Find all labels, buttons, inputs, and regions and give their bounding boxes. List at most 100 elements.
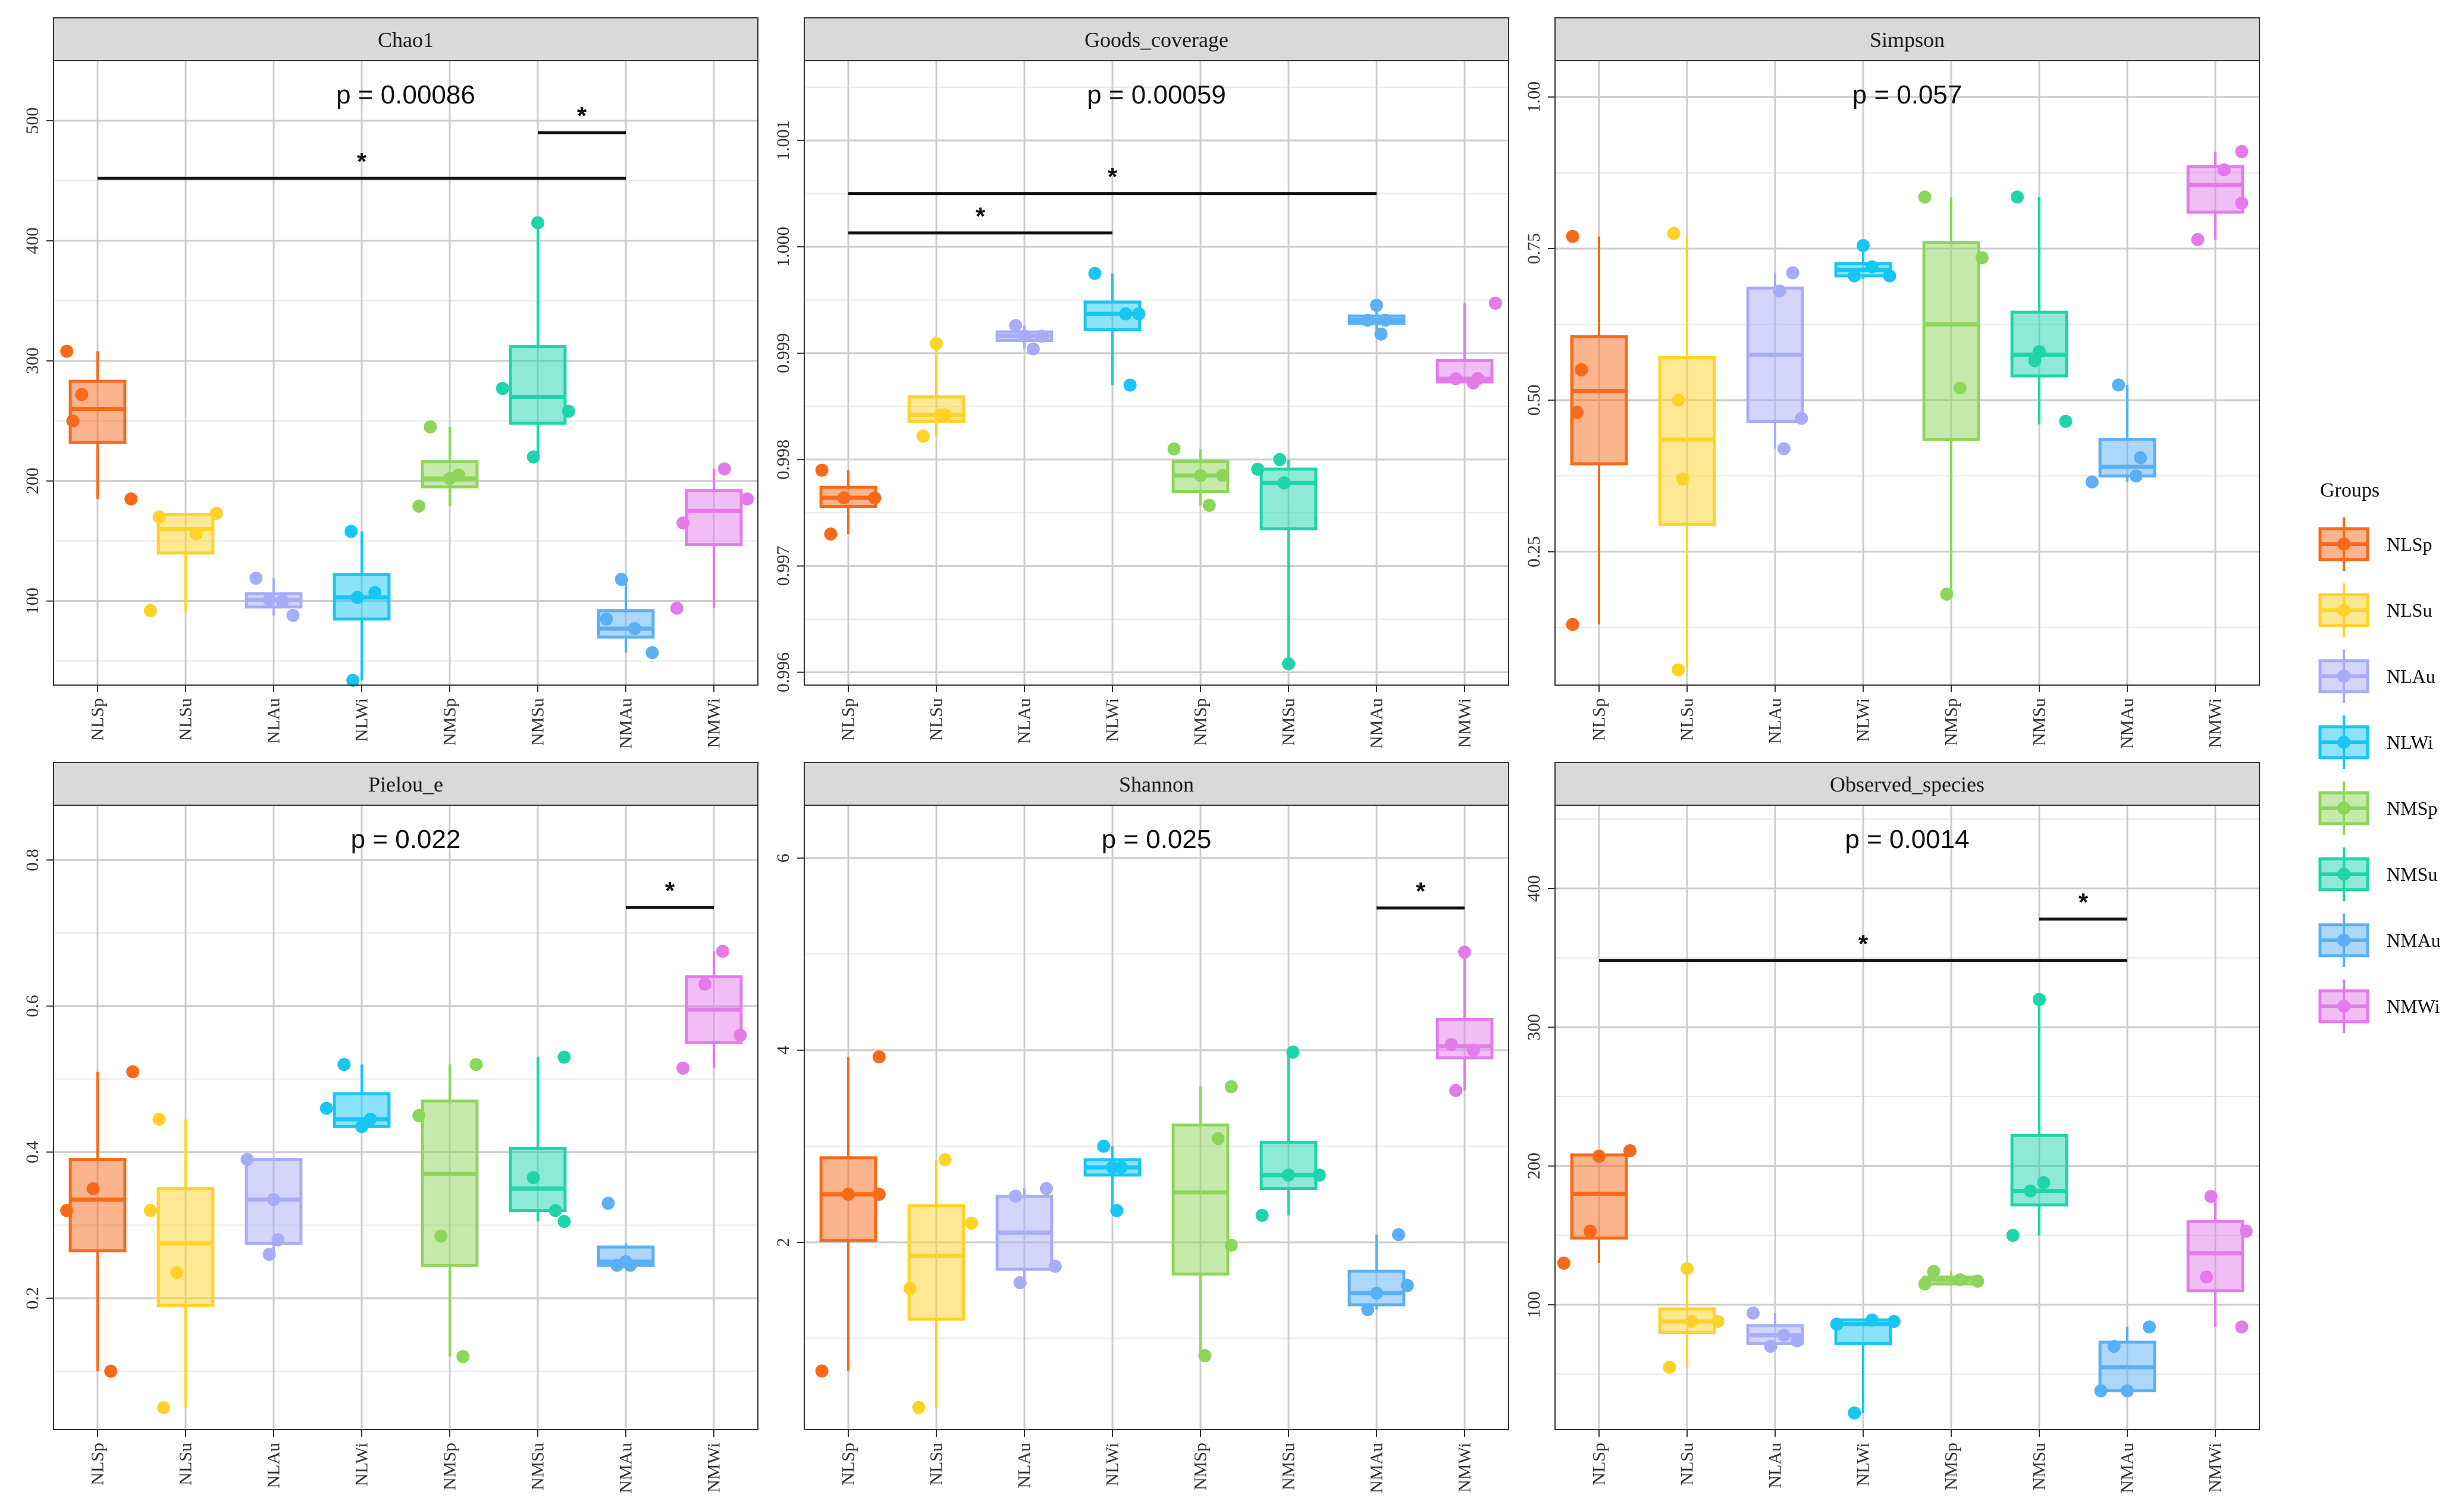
legend-key-point <box>2337 934 2350 947</box>
data-point-NMAu <box>1378 313 1392 327</box>
data-point-NMSu <box>496 382 509 395</box>
data-point-NLAu <box>1009 1189 1023 1203</box>
data-point-NMWi <box>1449 372 1463 385</box>
panel-strip <box>804 17 1509 61</box>
data-point-NLSp <box>75 388 89 401</box>
data-point-NMSu <box>562 404 575 418</box>
x-tick-label: NLSp <box>1590 698 1609 741</box>
significance-star: * <box>357 147 367 175</box>
data-point-NLWi <box>1110 1204 1124 1217</box>
data-point-NLSu <box>143 604 157 617</box>
data-point-NMSp <box>1216 469 1229 482</box>
x-tick-label: NLAu <box>1015 1443 1034 1489</box>
data-point-NLSp <box>1557 1257 1570 1270</box>
x-tick-label: NLSu <box>927 698 946 741</box>
data-point-NLAu <box>1035 329 1049 343</box>
data-point-NMAu <box>601 1197 615 1210</box>
data-point-NMSu <box>1277 476 1291 490</box>
data-point-NLSp <box>124 492 138 506</box>
data-point-NMSp <box>1211 1132 1225 1145</box>
panel-border <box>1554 60 2260 686</box>
legend-label-NMSu: NMSu <box>2387 863 2437 885</box>
data-point-NLWi <box>1848 269 1861 282</box>
data-point-NLAu <box>1048 1260 1062 1273</box>
y-tick-label: 0.6 <box>23 995 42 1018</box>
data-point-NLWi <box>1088 266 1102 280</box>
data-point-NLAu <box>1791 1334 1804 1348</box>
data-point-NLSu <box>152 1113 166 1126</box>
box-NLSu <box>156 513 215 555</box>
plot-background <box>1555 805 2259 1430</box>
y-tick-label: 1.001 <box>773 120 793 161</box>
x-tick-label: NMSp <box>1191 698 1211 746</box>
data-point-NMWi <box>2204 1190 2218 1203</box>
box-NLSu <box>907 1204 965 1321</box>
x-tick-label: NMSu <box>528 1443 548 1490</box>
data-point-NLSu <box>1672 663 1685 677</box>
data-point-NMSu <box>2024 1184 2037 1198</box>
legend-title: Groups <box>2320 479 2380 501</box>
x-tick-label: NLSp <box>88 698 108 741</box>
data-point-NMSu <box>2033 345 2046 359</box>
box-NMSp <box>421 1099 479 1267</box>
x-tick-label: NMWi <box>704 1443 724 1493</box>
data-point-NLWi <box>1887 1315 1901 1328</box>
x-tick-label: NLWi <box>1854 698 1873 742</box>
data-point-NMSp <box>1971 1274 1985 1288</box>
data-point-NLSu <box>930 337 943 350</box>
data-point-NMAu <box>600 612 613 626</box>
data-point-NMSp <box>1224 1238 1238 1252</box>
data-point-NMSp <box>443 472 456 485</box>
y-tick-label: 1.000 <box>773 227 793 267</box>
x-tick-label: NLSu <box>176 1443 196 1486</box>
data-point-NMSu <box>1312 1168 1326 1182</box>
data-point-NMSu <box>531 216 544 230</box>
y-tick-label: 0.998 <box>773 439 793 480</box>
data-point-NLAu <box>240 1153 254 1166</box>
data-point-NMAu <box>645 646 659 660</box>
data-point-NLSu <box>916 429 930 443</box>
data-point-NLAu <box>275 594 289 608</box>
data-point-NMWi <box>676 1062 690 1075</box>
data-point-NMSp <box>1918 1277 1932 1290</box>
data-point-NMSu <box>2011 190 2024 204</box>
x-tick-label: NLSp <box>839 1443 858 1486</box>
y-tick-label: 300 <box>23 347 42 374</box>
box-NLSp <box>1570 335 1628 466</box>
data-point-NLSu <box>1685 1315 1698 1328</box>
data-point-NLAu <box>1009 319 1023 332</box>
data-point-NMWi <box>2200 1270 2214 1284</box>
data-point-NMWi <box>676 516 690 530</box>
data-point-NLWi <box>1857 238 1870 252</box>
data-point-NMWi <box>698 977 712 991</box>
y-tick-label: 1.00 <box>1524 81 1544 113</box>
data-point-NMSu <box>548 1204 562 1217</box>
x-tick-label: NLAu <box>1766 1443 1785 1489</box>
x-tick-label: NMSp <box>1942 698 1961 746</box>
data-point-NMSp <box>1224 1080 1238 1094</box>
data-point-NLAu <box>267 1193 280 1207</box>
y-tick-label: 200 <box>23 467 42 494</box>
data-point-NLSu <box>209 507 223 520</box>
data-point-NMSp <box>1918 190 1932 204</box>
x-tick-label: NLAu <box>264 698 284 744</box>
x-tick-label: NLSp <box>88 1443 108 1486</box>
data-point-NMSu <box>1251 462 1265 476</box>
data-point-NMSu <box>1282 1168 1295 1182</box>
data-point-NMWi <box>1488 296 1502 310</box>
data-point-NLWi <box>1119 307 1133 321</box>
x-tick-label: NMSu <box>528 698 548 746</box>
data-point-NLWi <box>350 591 364 604</box>
data-point-NLSp <box>872 1188 886 1201</box>
data-point-NLWi <box>363 1113 377 1126</box>
panel-title: Simpson <box>1870 28 1945 52</box>
panel-border <box>804 60 1509 686</box>
y-tick-label: 100 <box>1524 1292 1544 1318</box>
data-point-NMWi <box>2239 1224 2253 1238</box>
data-point-NLSp <box>872 1050 886 1064</box>
data-point-NMSu <box>2033 993 2046 1006</box>
p-value-label: p = 0.025 <box>1102 825 1212 854</box>
data-point-NLSu <box>965 1216 979 1230</box>
data-point-NLSp <box>815 1364 829 1378</box>
